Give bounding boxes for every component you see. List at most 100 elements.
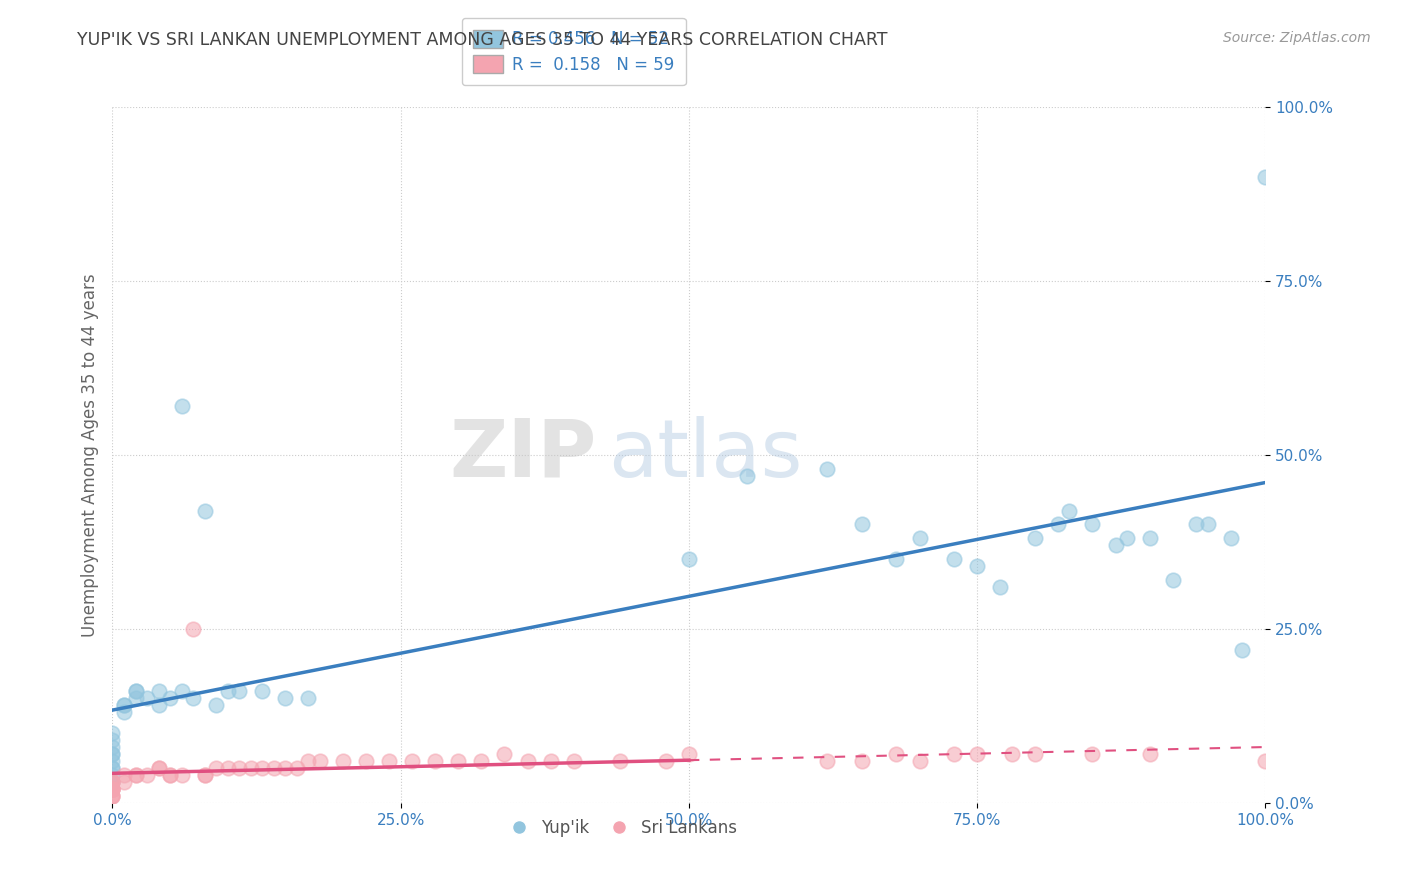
Point xyxy=(470,754,492,768)
Point xyxy=(136,691,159,706)
Point xyxy=(297,691,319,706)
Point xyxy=(851,517,873,532)
Point xyxy=(815,754,838,768)
Point xyxy=(136,768,159,782)
Point xyxy=(735,468,758,483)
Point xyxy=(148,698,170,713)
Point xyxy=(170,684,193,698)
Point xyxy=(205,698,228,713)
Point xyxy=(297,754,319,768)
Point xyxy=(159,768,181,782)
Point xyxy=(425,754,447,768)
Point xyxy=(851,754,873,768)
Point xyxy=(1046,517,1069,532)
Point xyxy=(908,754,931,768)
Point xyxy=(101,789,124,803)
Point xyxy=(101,754,124,768)
Point xyxy=(252,761,274,775)
Point xyxy=(494,747,516,761)
Point xyxy=(263,761,285,775)
Point xyxy=(112,698,135,713)
Point xyxy=(285,761,308,775)
Point xyxy=(124,684,146,698)
Point xyxy=(1104,538,1126,552)
Point xyxy=(562,754,585,768)
Point xyxy=(540,754,562,768)
Point xyxy=(159,691,181,706)
Point xyxy=(170,768,193,782)
Point xyxy=(101,775,124,789)
Point xyxy=(966,747,988,761)
Point xyxy=(378,754,401,768)
Point xyxy=(112,706,135,720)
Point xyxy=(1161,573,1184,587)
Point xyxy=(101,781,124,796)
Point xyxy=(988,580,1011,594)
Point xyxy=(205,761,228,775)
Text: Source: ZipAtlas.com: Source: ZipAtlas.com xyxy=(1223,31,1371,45)
Point xyxy=(148,684,170,698)
Point xyxy=(101,733,124,747)
Point xyxy=(1254,169,1277,184)
Point xyxy=(101,747,124,761)
Point xyxy=(217,761,239,775)
Point xyxy=(447,754,470,768)
Point xyxy=(239,761,262,775)
Point xyxy=(101,775,124,789)
Point xyxy=(101,789,124,803)
Point xyxy=(943,552,966,566)
Point xyxy=(101,781,124,796)
Point xyxy=(124,768,146,782)
Text: YUP'IK VS SRI LANKAN UNEMPLOYMENT AMONG AGES 35 TO 44 YEARS CORRELATION CHART: YUP'IK VS SRI LANKAN UNEMPLOYMENT AMONG … xyxy=(77,31,887,49)
Point xyxy=(112,775,135,789)
Point xyxy=(886,747,908,761)
Point xyxy=(148,761,170,775)
Point xyxy=(124,684,146,698)
Point xyxy=(101,775,124,789)
Point xyxy=(159,768,181,782)
Point xyxy=(332,754,354,768)
Point xyxy=(1116,532,1139,546)
Y-axis label: Unemployment Among Ages 35 to 44 years: Unemployment Among Ages 35 to 44 years xyxy=(80,273,98,637)
Point xyxy=(1254,754,1277,768)
Point xyxy=(1001,747,1024,761)
Point xyxy=(101,726,124,740)
Text: ZIP: ZIP xyxy=(450,416,596,494)
Point xyxy=(655,754,678,768)
Point xyxy=(148,761,170,775)
Point xyxy=(217,684,239,698)
Point xyxy=(886,552,908,566)
Point xyxy=(170,399,193,413)
Point xyxy=(101,768,124,782)
Point xyxy=(354,754,377,768)
Point xyxy=(228,684,250,698)
Point xyxy=(101,747,124,761)
Point xyxy=(112,698,135,713)
Point xyxy=(101,740,124,755)
Point xyxy=(1139,747,1161,761)
Point xyxy=(678,552,700,566)
Point xyxy=(194,768,217,782)
Point xyxy=(401,754,423,768)
Point xyxy=(101,789,124,803)
Point xyxy=(181,622,204,636)
Point xyxy=(516,754,538,768)
Point xyxy=(194,503,217,517)
Point xyxy=(252,684,274,698)
Point xyxy=(1059,503,1081,517)
Point xyxy=(309,754,332,768)
Point xyxy=(101,781,124,796)
Point xyxy=(101,775,124,789)
Point xyxy=(966,559,988,574)
Point xyxy=(1081,517,1104,532)
Point xyxy=(228,761,250,775)
Point xyxy=(1139,532,1161,546)
Point xyxy=(1185,517,1208,532)
Point xyxy=(1232,642,1254,657)
Point xyxy=(101,761,124,775)
Point xyxy=(101,781,124,796)
Point xyxy=(1219,532,1241,546)
Point xyxy=(194,768,217,782)
Point xyxy=(274,691,297,706)
Point xyxy=(124,768,146,782)
